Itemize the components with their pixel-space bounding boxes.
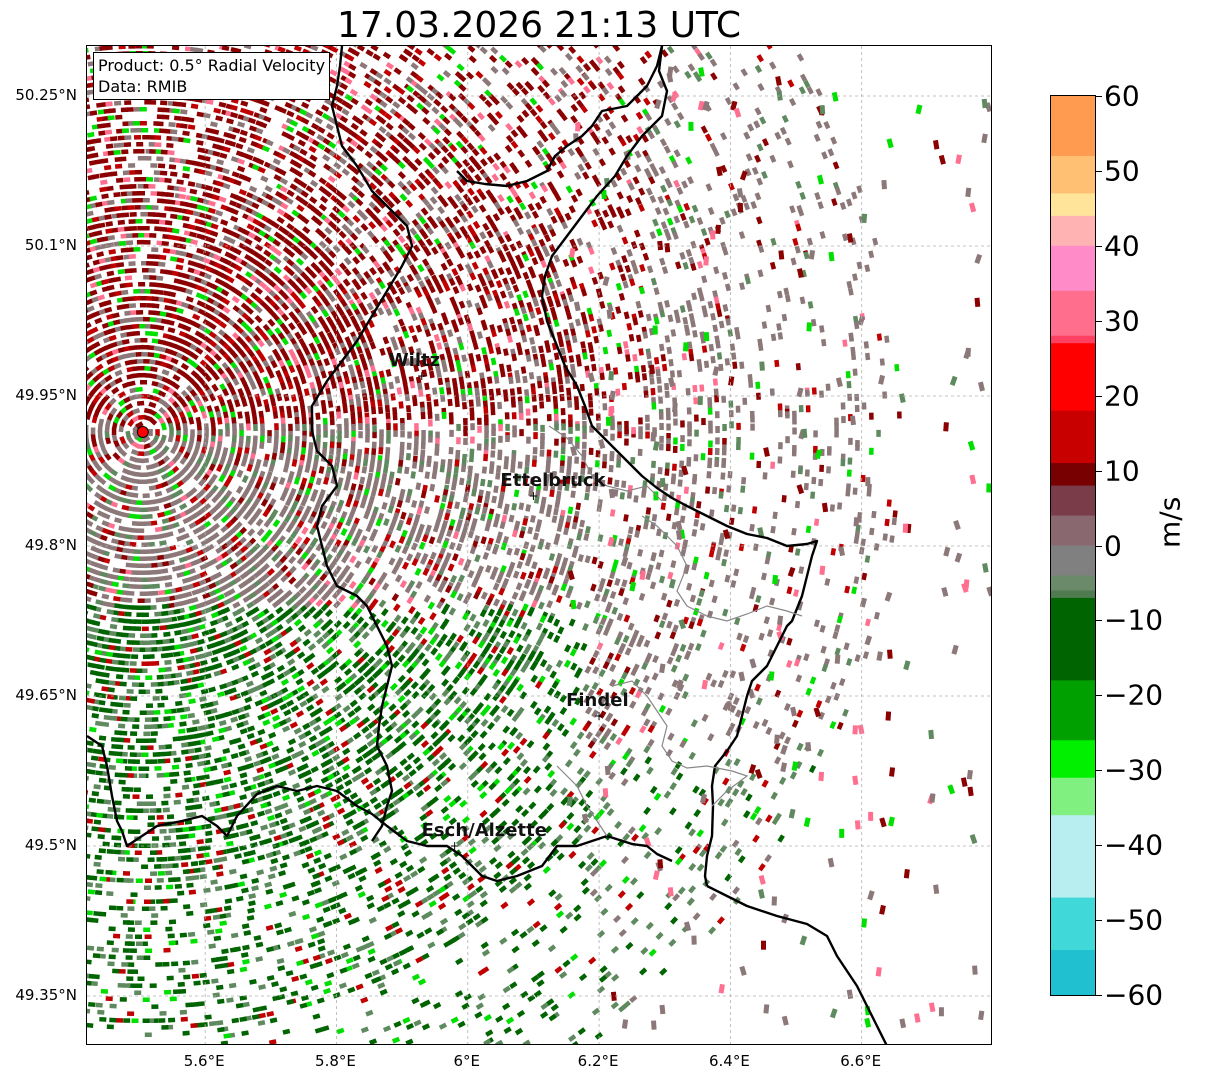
colorbar-tick-mark — [1096, 245, 1102, 247]
longitude-tick-label: 6.2°E — [577, 1052, 619, 1070]
colorbar-segment — [1051, 597, 1095, 681]
map-gridlines — [87, 46, 991, 1044]
colorbar-tick-label: −10 — [1104, 603, 1164, 637]
colorbar-tick-label: 60 — [1104, 79, 1140, 113]
colorbar-tick-label: −50 — [1104, 903, 1164, 937]
city-label: Ettelbruck — [500, 470, 606, 491]
city-marker: + — [417, 369, 427, 383]
colorbar-tick-mark — [1096, 395, 1102, 397]
colorbar-tick-mark — [1096, 920, 1102, 922]
latitude-tick-label: 49.65°N — [15, 686, 77, 704]
colorbar-segment — [1051, 680, 1095, 741]
latitude-tick-label: 50.25°N — [15, 86, 77, 104]
velocity-colorbar — [1050, 95, 1096, 996]
city-label: Wiltz — [388, 350, 441, 371]
colorbar-segment — [1051, 343, 1095, 412]
colorbar-segment — [1051, 545, 1095, 577]
colorbar-tick-label: −40 — [1104, 828, 1164, 862]
canton-line — [611, 680, 749, 807]
colorbar-segment — [1051, 245, 1095, 292]
colorbar-segment — [1051, 740, 1095, 779]
colorbar-segment — [1051, 777, 1095, 816]
colorbar-tick-mark — [1096, 545, 1102, 547]
colorbar-tick-mark — [1096, 845, 1102, 847]
border-line — [540, 46, 819, 887]
colorbar-tick-label: 40 — [1104, 229, 1140, 263]
colorbar-tick-mark — [1096, 770, 1102, 772]
city-marker: + — [528, 489, 538, 503]
data-source-label: Data: RMIB — [98, 77, 188, 96]
radar-map-canvas: + + + + — [87, 46, 991, 1044]
colorbar-segment — [1051, 290, 1095, 337]
colorbar-tick-label: 50 — [1104, 154, 1140, 188]
radar-velocity-field — [87, 46, 991, 1044]
colorbar-segment — [1051, 215, 1095, 247]
colorbar-segment — [1051, 575, 1095, 592]
colorbar-tick-label: 0 — [1104, 529, 1122, 562]
colorbar-segment — [1051, 815, 1095, 899]
canton-line — [556, 765, 608, 837]
colorbar-tick-mark — [1096, 695, 1102, 697]
latitude-tick-label: 49.35°N — [15, 986, 77, 1004]
product-info-box: Product: 0.5° Radial Velocity Data: RMIB — [93, 52, 331, 100]
colorbar-segment — [1051, 950, 1095, 995]
border-line — [87, 735, 673, 883]
radar-site-marker — [136, 426, 149, 438]
latitude-tick-label: 49.8°N — [24, 536, 77, 554]
colorbar-tick-label: −30 — [1104, 753, 1164, 787]
colorbar-segment — [1051, 463, 1095, 487]
longitude-tick-label: 6°E — [453, 1052, 481, 1070]
colorbar-segment — [1051, 335, 1095, 344]
colorbar-tick-mark — [1096, 96, 1102, 97]
border-line — [456, 46, 664, 188]
colorbar-unit-label: m/s — [1153, 496, 1187, 548]
colorbar-tick-label: 30 — [1104, 304, 1140, 338]
colorbar-tick-label: −60 — [1104, 978, 1164, 1012]
chart-title: 17.03.2026 21:13 UTC — [336, 5, 742, 46]
longitude-tick-label: 5.6°E — [183, 1052, 225, 1070]
colorbar-segment — [1051, 485, 1095, 517]
colorbar-segment — [1051, 96, 1095, 157]
latitude-tick-label: 49.95°N — [15, 386, 77, 404]
city-marker: + — [450, 839, 460, 853]
border-line — [706, 884, 888, 1044]
colorbar-tick-label: −20 — [1104, 678, 1164, 712]
colorbar-tick-mark — [1096, 170, 1102, 172]
city-label: Findel — [566, 690, 629, 711]
canton-line — [548, 425, 663, 502]
colorbar-gradient — [1051, 96, 1095, 995]
colorbar-tick-label: 20 — [1104, 379, 1140, 413]
city-label: Esch/Alzette — [421, 820, 547, 841]
longitude-tick-label: 6.6°E — [840, 1052, 882, 1070]
longitude-tick-label: 6.4°E — [708, 1052, 750, 1070]
product-label: Product: 0.5° Radial Velocity — [98, 56, 326, 75]
latitude-tick-label: 50.1°N — [24, 236, 77, 254]
colorbar-segment — [1051, 897, 1095, 951]
colorbar-tick-mark — [1096, 995, 1102, 996]
colorbar-segment — [1051, 515, 1095, 547]
colorbar-segment — [1051, 155, 1095, 194]
colorbar-segment — [1051, 410, 1095, 464]
latitude-tick-label: 49.5°N — [24, 836, 77, 854]
canton-line — [641, 515, 803, 622]
country-borders — [87, 46, 888, 1044]
longitude-tick-label: 5.8°E — [315, 1052, 356, 1070]
radar-map[interactable]: + + + + Product: 0.5° Radial Velocity Data:… — [86, 45, 992, 1045]
colorbar-tick-mark — [1096, 620, 1102, 622]
border-line — [310, 46, 414, 842]
colorbar-tick-mark — [1096, 320, 1102, 322]
colorbar-tick-label: 10 — [1104, 454, 1140, 488]
colorbar-tick-mark — [1096, 470, 1102, 472]
colorbar-segment — [1051, 193, 1095, 217]
city-marker: + — [594, 709, 604, 723]
colorbar-segment — [1051, 590, 1095, 599]
